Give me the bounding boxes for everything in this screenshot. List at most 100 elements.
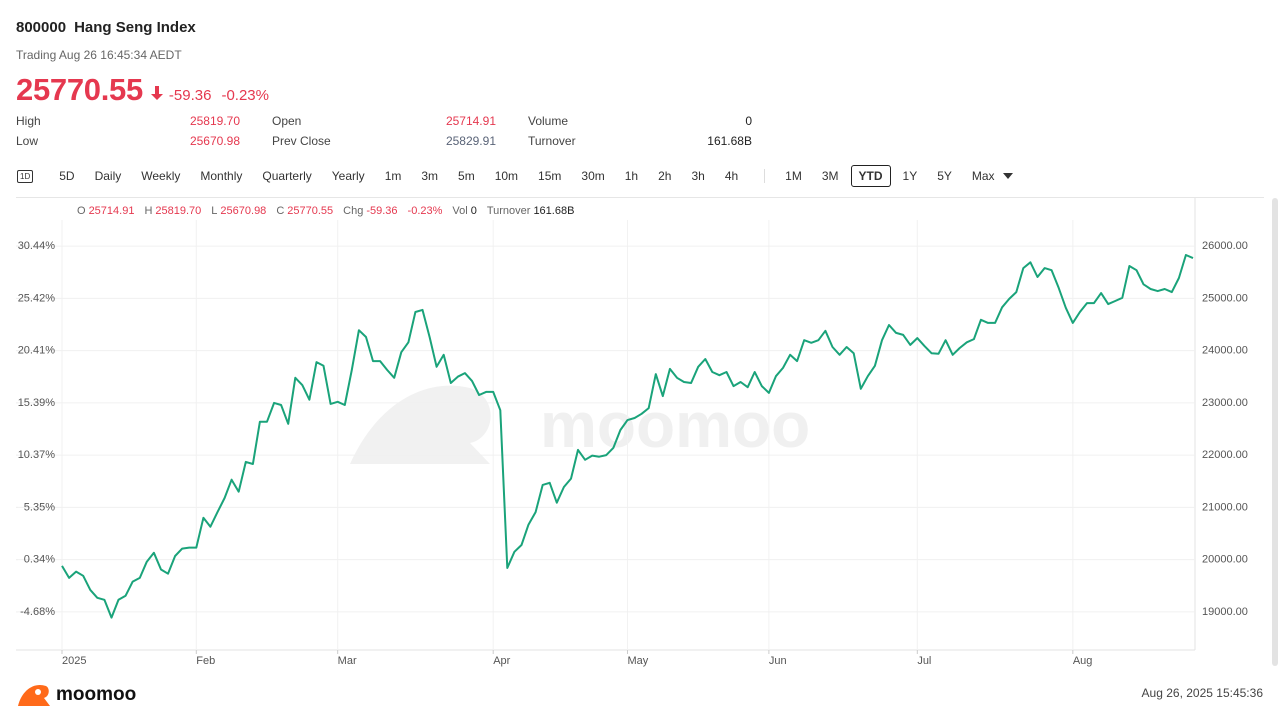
info-item: C 25770.55 — [276, 205, 333, 217]
stat-value: 25829.91 — [445, 134, 496, 148]
info-item: H 25819.70 — [144, 205, 201, 217]
stat: Volume 0 — [528, 113, 752, 129]
price-row: 25770.55 -59.36 -0.23% — [16, 72, 269, 108]
index-name: Hang Seng Index — [74, 19, 196, 36]
stat-label: Turnover — [528, 134, 576, 148]
y2-tick-label: 10.37% — [18, 449, 56, 461]
y-tick-label: 24000.00 — [1202, 345, 1248, 357]
interval-button[interactable]: 4h — [724, 169, 739, 183]
info-value: 25819.70 — [155, 205, 202, 217]
interval-button[interactable]: 15m — [538, 169, 562, 183]
info-value: 0 — [470, 205, 477, 217]
info-value: 25670.98 — [220, 205, 267, 217]
stat-value: 25670.98 — [189, 134, 240, 148]
dropdown-caret[interactable] — [1002, 173, 1013, 179]
divider — [16, 197, 1264, 198]
scrollbar — [1272, 198, 1278, 666]
x-tick-label: Feb — [196, 655, 215, 667]
info-value: 25770.55 — [287, 205, 334, 217]
stat-value: 25714.91 — [445, 114, 496, 128]
info-value: 161.68B — [533, 205, 575, 217]
x-tick-label: Jun — [769, 655, 787, 667]
stats: High 25819.70 Open 25714.91 Volume 0 Low 25670.… — [16, 113, 784, 149]
interval-button[interactable]: 2h — [658, 169, 672, 183]
timestamp: Aug 26, 2025 15:45:36 — [1141, 686, 1263, 700]
y-tick-label: 26000.00 — [1202, 240, 1248, 252]
y-tick-label: 23000.00 — [1202, 397, 1248, 409]
interval-button[interactable]: Max — [971, 169, 995, 183]
stat-label: Prev Close — [272, 134, 331, 148]
separator — [764, 169, 766, 183]
interval-button[interactable]: 3h — [691, 169, 705, 183]
info-item: Chg -59.36 -0.23% — [343, 205, 442, 217]
interval-button[interactable]: 10m — [494, 169, 519, 183]
y2-tick-label: 30.44% — [18, 240, 56, 252]
interval-button[interactable]: 3m — [421, 169, 439, 183]
info-label: Chg — [343, 205, 364, 217]
x-tick-label: May — [628, 655, 649, 667]
interval-button[interactable]: 1Y — [902, 169, 918, 183]
interval-button[interactable]: 1h — [624, 169, 639, 183]
watermark-logo — [350, 385, 491, 464]
y2-tick-label: 0.34% — [24, 554, 55, 566]
interval-button[interactable]: 3M — [821, 169, 839, 183]
brand: moomoo — [56, 684, 137, 705]
chart: moomoo 2025 Feb Mar Apr May Jun Jul Aug 19000.00… — [16, 198, 1248, 667]
info-label: H — [144, 205, 153, 217]
price: 25770.55 — [16, 72, 143, 107]
info-item: Vol 0 — [452, 205, 476, 217]
interval-button[interactable]: 5m — [458, 169, 475, 183]
stat: Turnover 161.68B — [528, 133, 752, 149]
info-label: L — [211, 205, 218, 217]
info-label: C — [276, 205, 285, 217]
y-tick-label: 20000.00 — [1202, 554, 1248, 566]
y2-tick-label: 15.39% — [18, 397, 56, 409]
title: 800000 Hang Seng Index — [16, 19, 204, 36]
stat: Prev Close 25829.91 — [272, 133, 496, 149]
stat-value: 161.68B — [707, 134, 752, 148]
interval-button[interactable]: Yearly — [331, 169, 365, 183]
info-label: O — [77, 205, 86, 217]
y2-tick-label: 20.41% — [18, 344, 56, 356]
stat: Open 25714.91 — [272, 113, 496, 129]
interval-button[interactable]: Daily — [94, 169, 122, 183]
info-extra: -0.23% — [407, 205, 443, 217]
info-label: Vol — [452, 205, 468, 217]
toolbar: 1D 5D Daily Weekly Monthly Quarterly Yearly 1m… — [16, 164, 1013, 188]
interval-icon[interactable]: 1D — [17, 169, 34, 183]
info-item: O 25714.91 — [77, 205, 134, 217]
stat: High 25819.70 — [16, 113, 240, 129]
symbol: 800000 — [16, 19, 67, 36]
price-line — [61, 254, 1194, 619]
info-item: L 25670.98 — [211, 205, 266, 217]
x-tick-label: Aug — [1073, 655, 1093, 667]
stat-label: Volume — [528, 114, 569, 128]
stat-label: High — [16, 114, 41, 128]
interval-button[interactable]: YTD — [850, 165, 891, 187]
info-item: Turnover 161.68B — [487, 205, 575, 217]
watermark: moomoo — [540, 389, 810, 461]
interval-button[interactable]: 1M — [785, 169, 802, 183]
stat-value: 25819.70 — [189, 114, 240, 128]
info-label: Turnover — [486, 205, 531, 217]
interval-button[interactable]: Quarterly — [262, 169, 312, 183]
change-pct: -0.23% — [221, 87, 269, 104]
interval-button[interactable]: 30m — [581, 169, 605, 183]
info-value: 25714.91 — [88, 205, 135, 217]
y2-tick-label: -4.68% — [20, 606, 55, 618]
interval-button[interactable]: 5Y — [937, 169, 952, 183]
y2-tick-label: 25.42% — [18, 292, 56, 304]
interval-button[interactable]: Weekly — [141, 169, 181, 183]
interval-button[interactable]: 1m — [384, 169, 402, 183]
y2-tick-label: 5.35% — [24, 501, 55, 513]
down-arrow — [150, 86, 163, 100]
x-tick-label: Apr — [493, 655, 510, 667]
x-tick-label: Mar — [338, 655, 357, 667]
y-tick-label: 19000.00 — [1202, 606, 1248, 618]
y-tick-label: 25000.00 — [1202, 292, 1248, 304]
info-bar: O 25714.91 H 25819.70 L 25670.98 C 25770.55 Chg -… — [77, 205, 574, 217]
interval-button[interactable]: 5D — [59, 169, 75, 183]
interval-button[interactable]: Monthly — [200, 169, 243, 183]
stat-label: Open — [272, 114, 302, 128]
